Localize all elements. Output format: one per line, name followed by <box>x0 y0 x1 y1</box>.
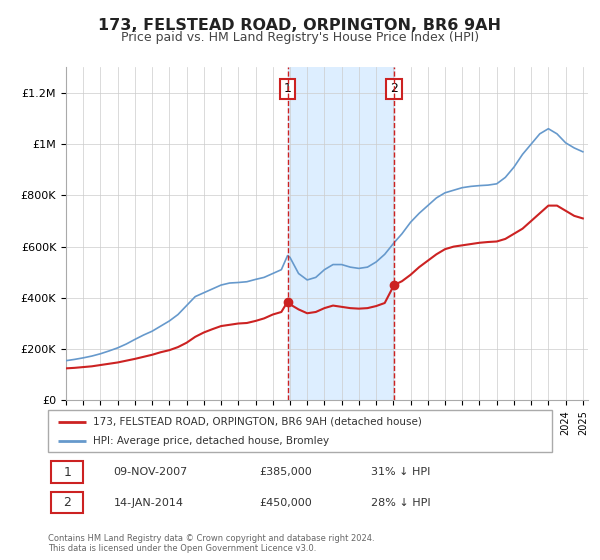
Text: 173, FELSTEAD ROAD, ORPINGTON, BR6 9AH: 173, FELSTEAD ROAD, ORPINGTON, BR6 9AH <box>98 18 502 33</box>
Text: 173, FELSTEAD ROAD, ORPINGTON, BR6 9AH (detached house): 173, FELSTEAD ROAD, ORPINGTON, BR6 9AH (… <box>94 417 422 427</box>
Text: 28% ↓ HPI: 28% ↓ HPI <box>371 498 430 507</box>
Text: 1: 1 <box>63 466 71 479</box>
Text: Contains HM Land Registry data © Crown copyright and database right 2024.
This d: Contains HM Land Registry data © Crown c… <box>48 534 374 553</box>
Text: HPI: Average price, detached house, Bromley: HPI: Average price, detached house, Brom… <box>94 436 329 446</box>
Text: £450,000: £450,000 <box>260 498 313 507</box>
Text: 2: 2 <box>390 82 398 96</box>
Text: 09-NOV-2007: 09-NOV-2007 <box>113 468 188 477</box>
FancyBboxPatch shape <box>50 492 83 514</box>
Text: Price paid vs. HM Land Registry's House Price Index (HPI): Price paid vs. HM Land Registry's House … <box>121 31 479 44</box>
Text: 31% ↓ HPI: 31% ↓ HPI <box>371 468 430 477</box>
FancyBboxPatch shape <box>48 410 552 452</box>
Text: 2: 2 <box>63 496 71 509</box>
Text: £385,000: £385,000 <box>260 468 313 477</box>
Text: 1: 1 <box>284 82 292 96</box>
FancyBboxPatch shape <box>50 461 83 483</box>
Bar <box>287 67 394 400</box>
Text: 14-JAN-2014: 14-JAN-2014 <box>113 498 184 507</box>
